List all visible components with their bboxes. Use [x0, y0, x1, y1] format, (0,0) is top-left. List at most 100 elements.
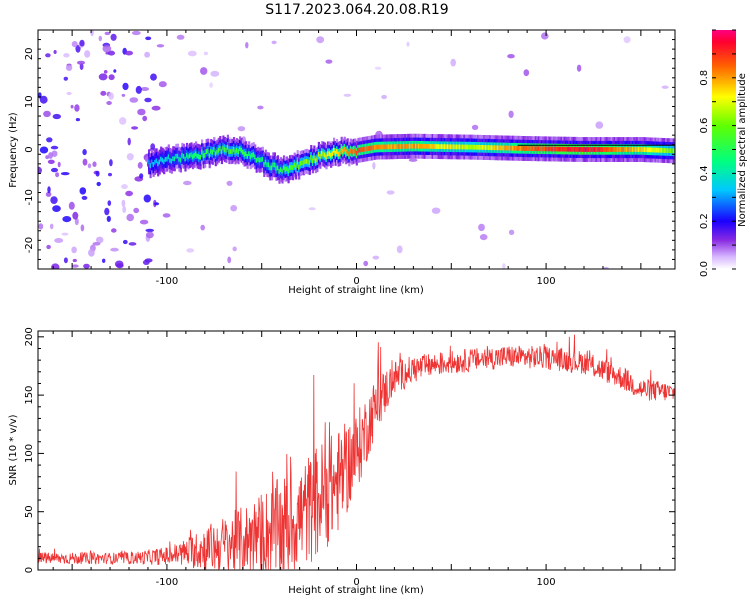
ridge-cell [434, 144, 437, 149]
y-tick-label: -10 [24, 189, 35, 205]
ridge-cell [618, 147, 621, 152]
ridge-cell [475, 144, 478, 150]
snr-panel: -100 0 100 0 50 100 150 200 Height of straight … [8, 327, 676, 596]
noise-cell [61, 232, 69, 236]
noise-cell [140, 87, 150, 91]
ridge-cell [242, 149, 245, 155]
ridge-cell [480, 145, 483, 150]
figure-title: S117.2023.064.20.08.R19 [265, 2, 448, 18]
ridge-cell [525, 146, 528, 151]
noise-cell [50, 196, 58, 205]
noise-cell [127, 137, 131, 146]
noise-cell [82, 158, 88, 166]
ridge-cell [217, 147, 220, 153]
noise-cell [257, 105, 264, 110]
ridge-cell [604, 147, 607, 152]
ridge-cell [170, 158, 173, 164]
ridge-cell [331, 151, 334, 157]
noise-cell [176, 34, 185, 40]
ridge-cell [672, 148, 675, 154]
noise-cell [48, 152, 53, 159]
noise-cell [87, 163, 92, 169]
ridge-cell [381, 144, 384, 150]
noise-cell [145, 228, 154, 233]
ridge-cell [261, 156, 264, 162]
ridge-cell [272, 162, 275, 168]
noise-cell [186, 248, 195, 253]
ridge-cell [468, 144, 471, 150]
ridge-cell [210, 149, 213, 154]
noise-cell [52, 205, 61, 213]
ridge-cell [266, 162, 269, 167]
ridge-cell [428, 144, 431, 149]
noise-cell [104, 31, 111, 36]
noise-cell [79, 63, 84, 70]
ridge-cell [628, 147, 631, 152]
ridge-cell [411, 143, 415, 149]
ridge-cell [292, 165, 295, 171]
ridge-cell [654, 147, 657, 153]
noise-cell [431, 207, 441, 214]
ridge-cell [630, 147, 633, 152]
noise-cell [129, 97, 139, 103]
noise-cell [75, 118, 80, 122]
noise-cell [71, 264, 79, 268]
ridge-cell [282, 165, 286, 171]
ridge-cell [442, 144, 445, 149]
ridge-cell [337, 151, 340, 157]
ridge-cell [360, 147, 363, 153]
noise-cell [72, 211, 79, 220]
noise-cell [156, 44, 165, 48]
ridge-cell [157, 161, 160, 167]
ridge-cell [518, 145, 521, 151]
noise-cell [50, 145, 59, 150]
ridge-cell [548, 146, 551, 152]
ridge-cell [258, 157, 261, 163]
ridge-cell [372, 145, 375, 151]
noise-cell [125, 190, 133, 197]
ridge-cell [593, 147, 597, 152]
ridge-cell [642, 147, 645, 152]
ridge-cell [199, 154, 202, 160]
ridge-cell [580, 147, 583, 152]
ridge-cell [542, 146, 545, 152]
ridge-cell [167, 154, 170, 160]
noise-cell [52, 113, 61, 120]
noise-cell [70, 104, 74, 109]
ridge-cell [651, 147, 654, 153]
ridge-cell [596, 147, 600, 152]
noise-cell [137, 162, 143, 169]
noise-cell [271, 40, 277, 45]
ridge-cell [539, 146, 542, 152]
noise-cell [142, 115, 148, 122]
noise-cell [623, 36, 631, 44]
noise-cell [95, 170, 100, 177]
ridge-cell [301, 160, 304, 166]
noise-cell [75, 44, 81, 53]
ridge-cell [304, 159, 307, 165]
noise-cell [145, 231, 154, 239]
noise-cell [72, 258, 77, 263]
ridge-cell [540, 146, 543, 152]
ridge-cell [487, 145, 490, 150]
ridge-cell [334, 150, 337, 156]
ridge-cell [565, 146, 568, 152]
noise-cell [38, 166, 42, 175]
ridge-cell [276, 165, 280, 171]
ridge-cell [176, 153, 179, 159]
ridge-cell [204, 153, 207, 158]
ridge-cell [284, 166, 287, 172]
noise-cell [308, 207, 316, 211]
ridge-cell [179, 157, 182, 163]
ridge-cell [305, 158, 308, 164]
ridge-cell [314, 158, 317, 164]
ridge-cell [603, 147, 606, 152]
ridge-cell [490, 145, 493, 150]
ridge-cell [671, 148, 674, 154]
ridge-cell [158, 159, 161, 165]
ridge-cell [472, 144, 475, 150]
noise-cell [88, 248, 95, 257]
ridge-cell [569, 146, 572, 152]
ridge-cell [592, 147, 595, 152]
noise-cell [139, 173, 144, 179]
